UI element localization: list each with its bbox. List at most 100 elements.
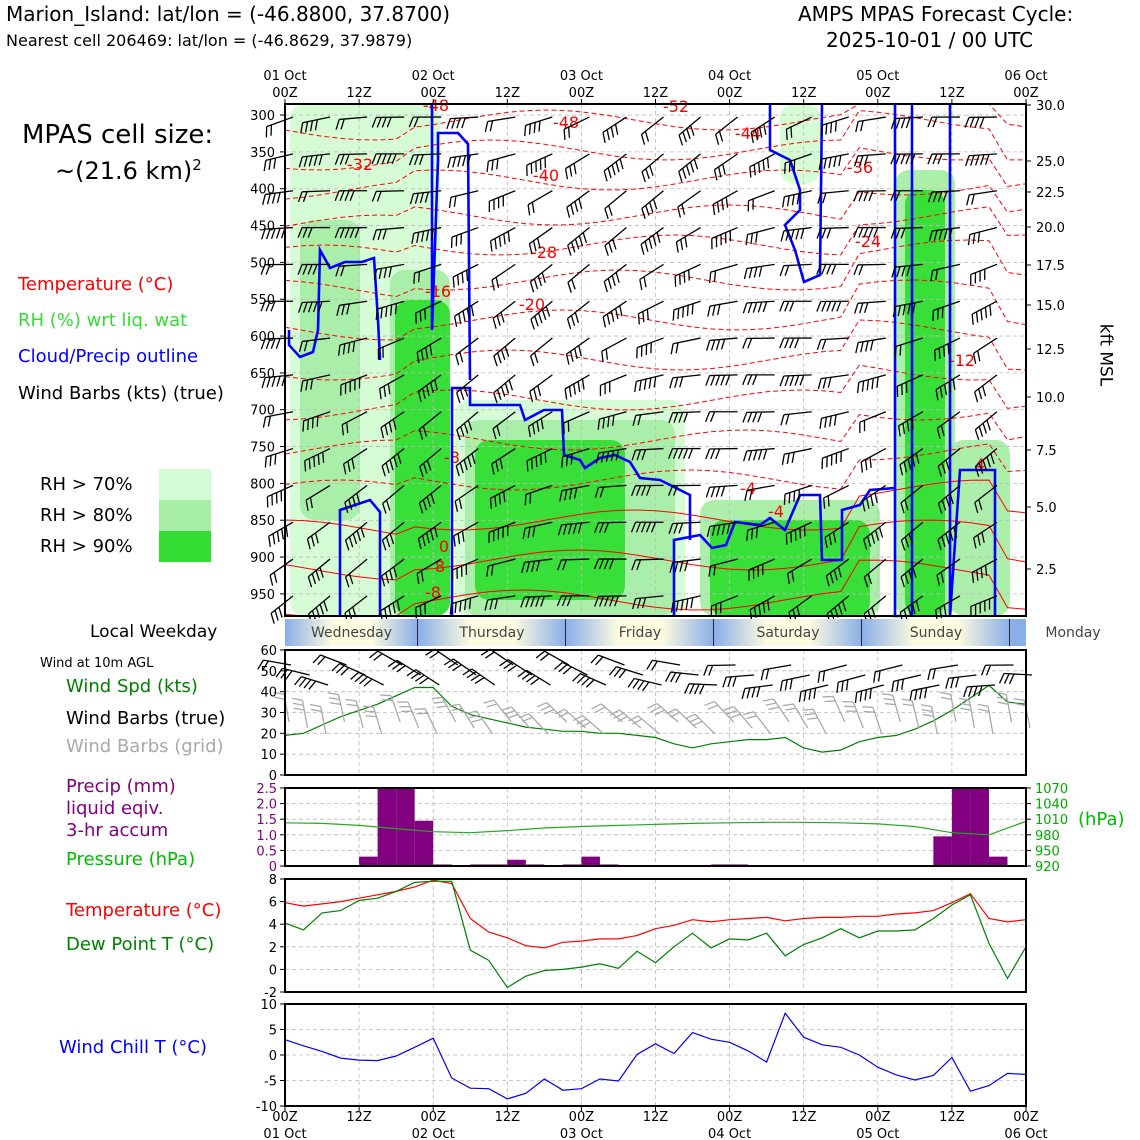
wind-barb-70 [640, 227, 664, 255]
wind-barb-41 [297, 190, 331, 203]
wind-barb-87 [529, 263, 553, 293]
wind-barb-true-39 [980, 664, 1014, 676]
wind-barb-grid-21-feather-2 [654, 709, 665, 716]
rh-70-label: RH > 70% [40, 474, 133, 495]
wind-barb-68-feather-2 [574, 238, 580, 250]
wind-barb-228-feather-0 [557, 524, 563, 536]
wind-barb-grid-5-feather-1 [364, 710, 376, 713]
wind-barb-true-3 [312, 654, 347, 666]
wind-barb-grid-0-feather-1 [274, 696, 286, 700]
wind-barb-271-feather-4 [690, 597, 694, 609]
wind-barb-65-feather-0 [450, 237, 453, 248]
wind-barb-225 [453, 521, 479, 547]
wind-barb-92-feather-1 [713, 270, 717, 282]
wind-barb-247-feather-3 [536, 560, 541, 572]
wind-barb-195-feather-1 [826, 456, 828, 468]
wind-panel-ytick-label-1: 10 [260, 748, 277, 763]
wind-barb-74 [780, 226, 812, 242]
wind-barb-159-feather-2 [982, 385, 987, 397]
wind-barb-265 [449, 595, 479, 615]
temperature-contour-label-0: -52 [663, 97, 689, 116]
wind-barb-199-feather-0 [974, 466, 980, 477]
wind-barb-30-feather-0 [641, 171, 646, 183]
wind-barb-118-feather-2 [941, 307, 944, 318]
wind-barb-129 [601, 337, 627, 363]
wind-barb-120-feather-2 [270, 338, 276, 349]
wind-barb-73-feather-1 [750, 233, 754, 245]
wind-barb-grid-17 [572, 715, 605, 735]
wind-barb-grid-5-staff [373, 706, 383, 735]
wind-barb-grid-11 [466, 710, 494, 735]
wind-barb-152-feather-1 [710, 375, 716, 386]
wind-barb-271-feather-3 [685, 598, 689, 610]
wind-barb-205-feather-0 [454, 501, 459, 512]
wind-barb-97-feather-0 [891, 266, 896, 278]
wind-barb-14-feather-0 [785, 129, 788, 140]
wind-barb-true-19-feather-2 [618, 669, 627, 679]
wind-barb-50-feather-3 [652, 198, 658, 210]
wind-barb-126-staff [493, 337, 516, 357]
wind-barb-27-staff [526, 153, 553, 166]
wind-barb-true-36 [927, 664, 959, 681]
wind-barb-255-feather-0 [825, 575, 830, 587]
wind-barb-237-feather-1 [904, 536, 910, 548]
wind-barb-108-feather-2 [574, 312, 580, 323]
wind-barb-22-feather-1 [339, 154, 345, 165]
wind-barb-true-28-feather-0 [779, 680, 783, 692]
wind-barb-146 [493, 374, 516, 404]
wind-barb-120 [260, 337, 294, 350]
cloud-outline-5 [768, 103, 824, 284]
wind-barb-232 [706, 521, 738, 537]
top-hour-label-2: 00Z [420, 86, 446, 101]
wind-barb-230-feather-3 [645, 522, 652, 533]
wind-barb-83-feather-2 [383, 267, 388, 279]
wind-barb-205-feather-1 [458, 498, 463, 510]
local-weekday-label: Local Weekday [90, 622, 218, 642]
wind-barb-14 [785, 116, 812, 140]
wind-barb-97 [891, 263, 923, 278]
wind-barb-40-feather-1 [266, 193, 271, 205]
wind-barb-151 [669, 374, 701, 389]
wind-barb-81 [297, 263, 331, 275]
wind-barb-159 [974, 374, 998, 403]
wind-barb-111-feather-3 [686, 305, 689, 317]
wind-barb-true-4-feather-0 [331, 663, 340, 672]
pressure-line [284, 820, 1027, 836]
wind-barb-0 [265, 116, 294, 138]
wind-barb-69-feather-2 [612, 238, 617, 250]
wind-barb-240-feather-0 [269, 575, 274, 586]
wind-barb-148-feather-2 [573, 383, 576, 395]
wind-barb-true-33 [873, 664, 903, 683]
wind-barb-156-feather-2 [866, 379, 870, 391]
wind-barb-true-2-staff [301, 676, 329, 686]
wind-barb-3-feather-2 [381, 117, 387, 128]
wind-barb-209-feather-1 [599, 486, 605, 498]
wind-barb-true-5-feather-1 [354, 674, 364, 683]
wind-barb-152 [705, 374, 738, 386]
temp-panel-ytick-label-0: -2 [264, 986, 277, 1001]
wind-barb-103-feather-3 [389, 304, 393, 316]
wind-barb-23-feather-2 [381, 153, 387, 165]
wind-barb-223-feather-1 [385, 536, 391, 548]
wind-barb-228 [557, 521, 590, 536]
wind-barb-145-feather-0 [456, 392, 461, 404]
wind-barb-6-staff [487, 116, 516, 123]
temperature-contour-8 [284, 364, 1027, 421]
wind-barb-194 [781, 447, 812, 465]
wind-barb-224 [417, 521, 442, 550]
wind-barb-146-feather-0 [493, 392, 498, 404]
temperature-contour-4 [284, 206, 1027, 256]
wind-barb-213 [744, 484, 775, 501]
wind-barb-74-feather-2 [790, 229, 795, 241]
wind-barb-43 [371, 190, 405, 202]
wind-barb-48-feather-3 [578, 198, 583, 210]
wind-barb-265-feather-4 [468, 598, 472, 609]
wind-barb-68-feather-1 [570, 241, 576, 253]
wind-barb-267-feather-3 [535, 596, 540, 607]
wind-barb-111 [672, 300, 701, 321]
wind-barb-grid-38-feather-1 [978, 708, 990, 712]
wind-barb-grid-25-feather-2 [730, 713, 741, 719]
wind-barb-true-34-feather-2 [901, 678, 904, 690]
wind-barb-241-feather-0 [307, 576, 313, 588]
wind-barb-5-staff [450, 116, 479, 120]
